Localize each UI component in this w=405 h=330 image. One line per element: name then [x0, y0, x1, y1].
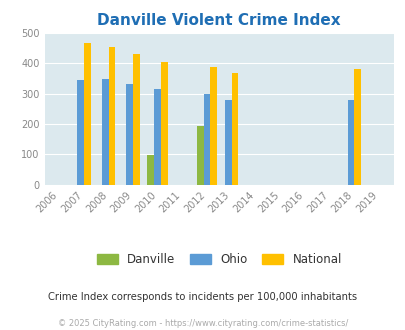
Bar — [126, 84, 133, 185]
Bar — [210, 67, 217, 185]
Bar — [231, 73, 238, 185]
Bar — [347, 100, 354, 185]
Legend: Danville, Ohio, National: Danville, Ohio, National — [92, 248, 346, 271]
Bar — [154, 89, 161, 185]
Bar — [108, 47, 115, 185]
Text: Crime Index corresponds to incidents per 100,000 inhabitants: Crime Index corresponds to incidents per… — [48, 292, 357, 302]
Bar — [77, 80, 84, 185]
Bar — [203, 94, 210, 185]
Bar — [84, 43, 91, 185]
Title: Danville Violent Crime Index: Danville Violent Crime Index — [97, 13, 340, 28]
Bar — [133, 54, 140, 185]
Bar — [354, 69, 360, 185]
Bar — [224, 100, 231, 185]
Bar — [161, 62, 168, 185]
Text: © 2025 CityRating.com - https://www.cityrating.com/crime-statistics/: © 2025 CityRating.com - https://www.city… — [58, 319, 347, 328]
Bar — [147, 155, 154, 185]
Bar — [102, 79, 108, 185]
Bar — [196, 126, 203, 185]
